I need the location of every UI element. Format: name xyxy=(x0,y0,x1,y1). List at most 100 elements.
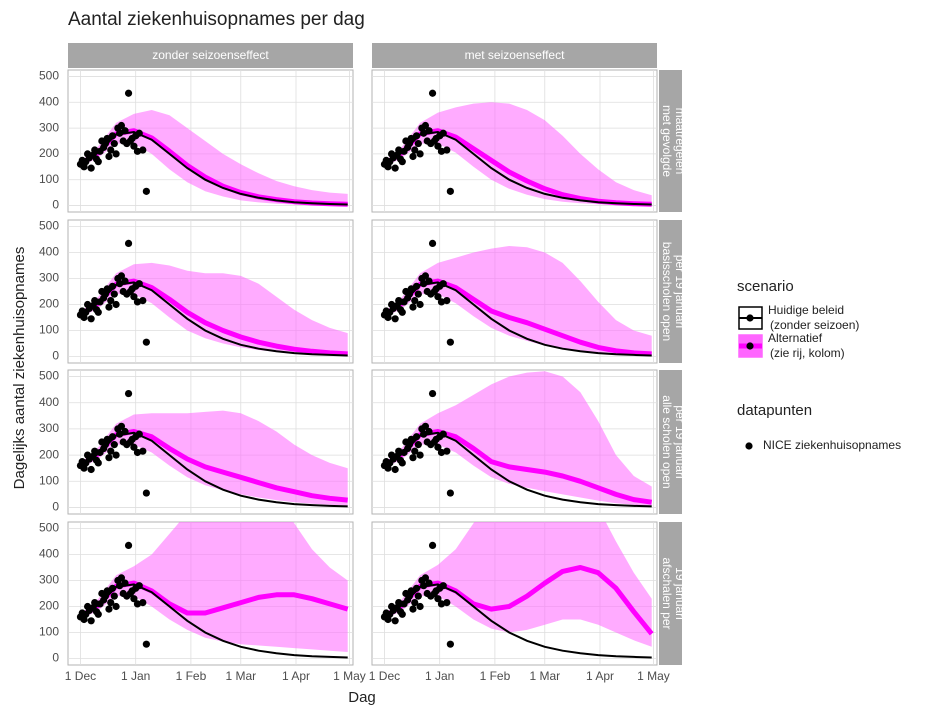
data-point xyxy=(446,640,454,648)
data-point xyxy=(391,465,399,474)
legend-title: scenario xyxy=(737,278,794,295)
data-point xyxy=(443,297,451,305)
data-point xyxy=(139,599,147,607)
data-point xyxy=(103,285,111,293)
panel-plot xyxy=(380,371,653,508)
x-tick-label: 1 Mar xyxy=(529,669,560,683)
data-point xyxy=(398,459,406,467)
x-tick-label: 1 Mar xyxy=(225,669,256,683)
data-point xyxy=(446,489,454,497)
data-point xyxy=(121,579,129,587)
data-point xyxy=(412,433,421,441)
y-tick-label: 200 xyxy=(39,599,59,613)
data-point xyxy=(117,272,126,280)
data-point xyxy=(110,290,118,298)
data-point xyxy=(135,430,143,438)
row-strip-label: alle scholen open xyxy=(660,395,674,488)
data-point xyxy=(103,435,111,443)
data-point xyxy=(94,610,102,618)
x-tick-label: 1 Dec xyxy=(65,669,96,683)
data-point xyxy=(420,280,428,288)
data-point xyxy=(105,303,113,311)
data-point xyxy=(116,430,124,438)
data-point xyxy=(420,582,428,590)
column-strip xyxy=(68,43,353,68)
data-point xyxy=(108,433,117,441)
legend-label: (zonder seizoen) xyxy=(770,318,859,332)
data-point xyxy=(411,447,419,455)
data-point xyxy=(412,282,421,290)
data-point xyxy=(105,152,113,161)
y-tick-label: 100 xyxy=(39,172,59,186)
data-point xyxy=(105,605,113,613)
data-point xyxy=(124,389,133,398)
data-point xyxy=(443,146,451,154)
row-strip-label: per 19 januari xyxy=(673,405,687,478)
data-point xyxy=(421,121,430,130)
data-point xyxy=(117,574,126,582)
row-strip-label: met gevolgde xyxy=(660,105,674,177)
data-point xyxy=(139,447,147,455)
x-tick-label: 1 May xyxy=(333,669,366,683)
legend-label: NICE ziekenhuisopnames xyxy=(763,438,901,452)
data-point xyxy=(121,277,129,285)
data-point xyxy=(130,293,138,301)
data-point xyxy=(409,605,417,613)
data-point xyxy=(142,187,150,195)
data-point xyxy=(117,422,126,430)
y-tick-label: 300 xyxy=(39,271,59,285)
data-point xyxy=(425,579,433,587)
data-point xyxy=(412,584,421,592)
uncertainty-band xyxy=(384,102,652,206)
data-point xyxy=(414,592,422,600)
y-tick-label: 0 xyxy=(52,349,59,363)
data-point xyxy=(139,297,147,305)
data-point xyxy=(439,582,447,590)
row-strip-label: per 19 januari xyxy=(673,255,687,328)
data-point xyxy=(124,89,133,97)
data-point xyxy=(409,454,417,462)
row-strip-label: maatregelen xyxy=(673,108,687,175)
data-point xyxy=(412,132,421,140)
legend-label: Alternatief xyxy=(768,331,823,345)
data-point xyxy=(124,541,133,550)
data-point xyxy=(107,297,115,305)
column-strip xyxy=(372,43,657,68)
data-point xyxy=(108,132,117,140)
data-point xyxy=(414,441,422,449)
panel-plot xyxy=(76,89,348,207)
x-tick-label: 1 Jan xyxy=(121,669,150,683)
data-point xyxy=(142,640,150,648)
data-point xyxy=(130,443,138,451)
uncertainty-band xyxy=(384,371,652,506)
data-point xyxy=(439,280,447,288)
legend-title: datapunten xyxy=(737,402,812,419)
data-point xyxy=(398,610,406,618)
data-point xyxy=(416,451,424,459)
legend-label: Huidige beleid xyxy=(768,303,844,317)
data-point xyxy=(135,129,143,137)
data-point xyxy=(434,443,442,451)
panel-plot xyxy=(76,239,348,357)
data-point xyxy=(407,587,415,595)
data-point xyxy=(103,587,111,595)
x-tick-label: 1 Apr xyxy=(586,669,614,683)
y-axis-label: Dagelijks aantal ziekenhuisopnames xyxy=(11,247,28,490)
data-point xyxy=(107,146,115,154)
data-point xyxy=(94,459,102,467)
y-tick-label: 0 xyxy=(52,500,59,514)
data-point xyxy=(411,297,419,305)
chart-title: Aantal ziekenhuisopnames per dag xyxy=(68,9,365,30)
data-point xyxy=(398,308,406,316)
panel-plot xyxy=(76,389,348,508)
y-tick-label: 500 xyxy=(39,521,59,535)
data-point xyxy=(411,146,419,154)
data-point xyxy=(107,447,115,455)
data-point xyxy=(110,139,118,148)
row-strip xyxy=(659,220,682,363)
data-point xyxy=(407,285,415,293)
y-tick-label: 300 xyxy=(39,421,59,435)
data-point xyxy=(391,315,399,323)
data-point xyxy=(425,277,433,285)
data-point xyxy=(108,282,117,290)
